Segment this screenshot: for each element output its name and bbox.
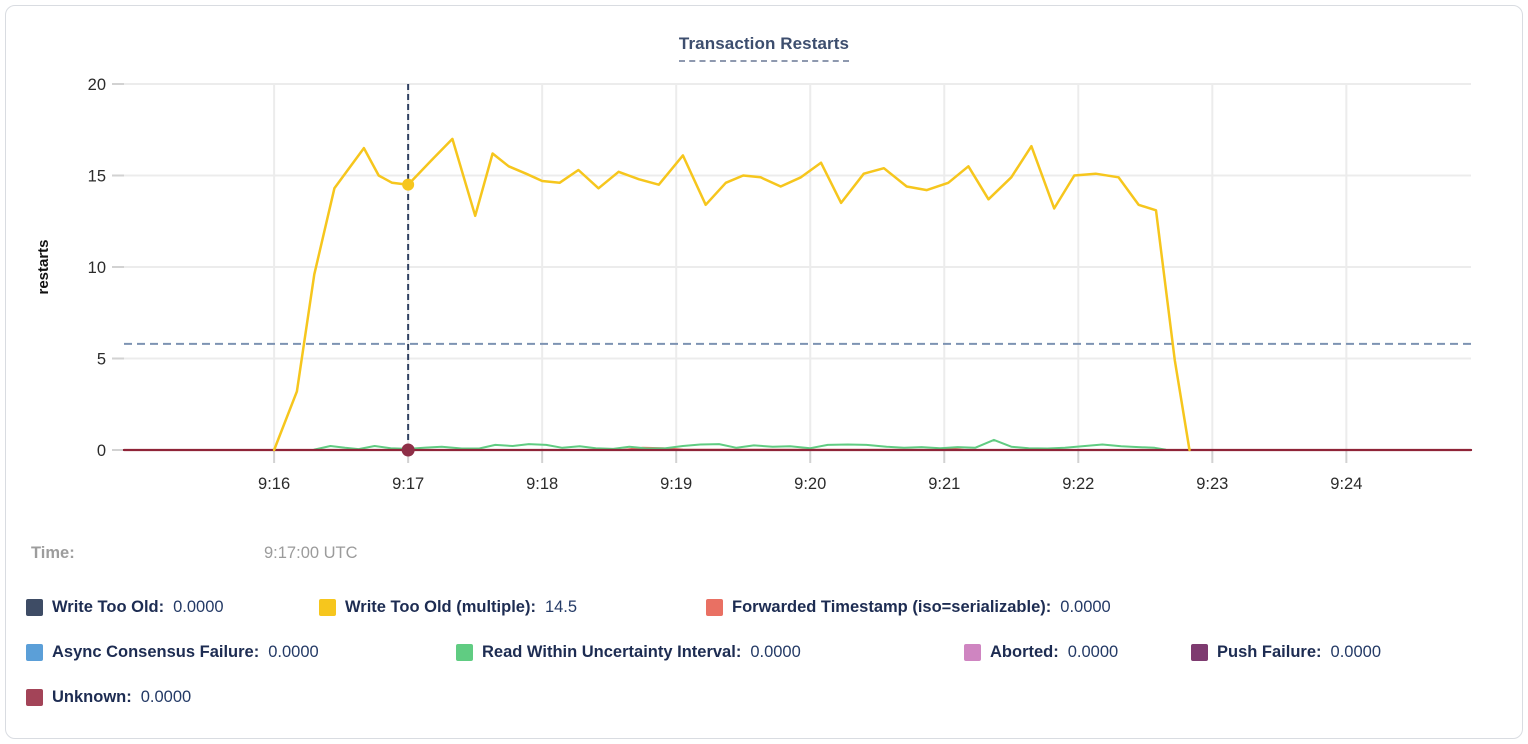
legend-item: Async Consensus Failure: 0.0000 [26, 643, 456, 662]
legend-series-value: 0.0000 [268, 642, 319, 661]
legend-series-label: Write Too Old: [52, 597, 165, 616]
legend-item: Forwarded Timestamp (iso=serializable): 0… [706, 598, 1111, 617]
chart-legend: Write Too Old: 0.0000 Write Too Old (multi… [26, 595, 1502, 730]
x-tick-label: 9:16 [258, 475, 290, 493]
x-tick-label: 9:17 [392, 475, 424, 493]
x-tick-label: 9:24 [1330, 475, 1362, 493]
legend-series-value: 0.0000 [750, 642, 801, 661]
chart-title[interactable]: Transaction Restarts [678, 34, 850, 62]
legend-series-label: Write Too Old (multiple): [345, 597, 536, 616]
legend-item: Write Too Old: 0.0000 [26, 598, 319, 617]
x-tick-label: 9:23 [1196, 475, 1228, 493]
legend-item: Read Within Uncertainty Interval: 0.0000 [456, 643, 964, 662]
series-line-read-within-uncertainty-interval [313, 438, 1167, 451]
legend-series-label: Push Failure: [1217, 642, 1322, 661]
graph-card: Transaction Restarts 0 5 10 15 20 9:16 9:17 9:1… [5, 5, 1523, 739]
time-value: 9:17:00 UTC [264, 544, 358, 562]
legend-swatch-icon [26, 688, 43, 706]
y-axis-label: restarts [35, 239, 52, 294]
legend-swatch-icon [319, 598, 336, 616]
legend-series-value: 0.0000 [140, 687, 192, 706]
y-tick-label: 10 [88, 259, 106, 277]
y-tick-label: 20 [88, 76, 106, 94]
legend-item: Unknown: 0.0000 [26, 688, 191, 707]
x-tick-label: 9:22 [1062, 475, 1094, 493]
legend-item: Write Too Old (multiple): 14.5 [319, 598, 706, 617]
legend-swatch-icon [964, 643, 981, 661]
legend-series-value: 0.0000 [1330, 642, 1381, 661]
legend-series-value: 0.0000 [1067, 642, 1119, 661]
x-tick-label: 9:18 [526, 475, 558, 493]
legend-series-label: Aborted: [990, 642, 1059, 661]
y-tick-label: 15 [88, 168, 106, 186]
transaction-restarts-chart[interactable]: 0 5 10 15 20 9:16 9:17 9:18 9:19 9:20 9:21 9:22 9:23… [1, 1, 1528, 521]
legend-series-value: 0.0000 [173, 597, 224, 616]
title-row: Transaction Restarts [6, 34, 1522, 62]
legend-swatch-icon [26, 643, 43, 661]
x-tick-label: 9:21 [928, 475, 960, 493]
legend-series-label: Unknown: [52, 687, 132, 706]
legend-row: Write Too Old: 0.0000 Write Too Old (multi… [26, 595, 1502, 619]
legend-swatch-icon [1191, 643, 1208, 661]
legend-series-label: Forwarded Timestamp (iso=serializable): [732, 597, 1052, 616]
hover-point [402, 178, 415, 191]
y-tick-label: 5 [97, 351, 106, 369]
x-tick-label: 9:19 [660, 475, 692, 493]
legend-series-value: 14.5 [544, 597, 578, 616]
legend-item: Aborted: 0.0000 [964, 643, 1191, 662]
legend-series-label: Read Within Uncertainty Interval: [482, 642, 742, 661]
legend-series-label: Async Consensus Failure: [52, 642, 260, 661]
hover-point [401, 443, 415, 457]
legend-row: Unknown: 0.0000 [26, 685, 1502, 709]
legend-swatch-icon [26, 598, 43, 616]
hover-time-row: Time: 9:17:00 UTC [31, 544, 358, 563]
legend-item: Push Failure: 0.0000 [1191, 643, 1381, 662]
legend-swatch-icon [706, 598, 723, 616]
y-tick-label: 0 [97, 442, 106, 460]
legend-row: Async Consensus Failure: 0.0000 Read Withi… [26, 640, 1502, 664]
x-tick-label: 9:20 [794, 475, 826, 493]
legend-swatch-icon [456, 643, 473, 661]
legend-series-value: 0.0000 [1060, 597, 1111, 616]
time-label: Time: [31, 544, 75, 562]
